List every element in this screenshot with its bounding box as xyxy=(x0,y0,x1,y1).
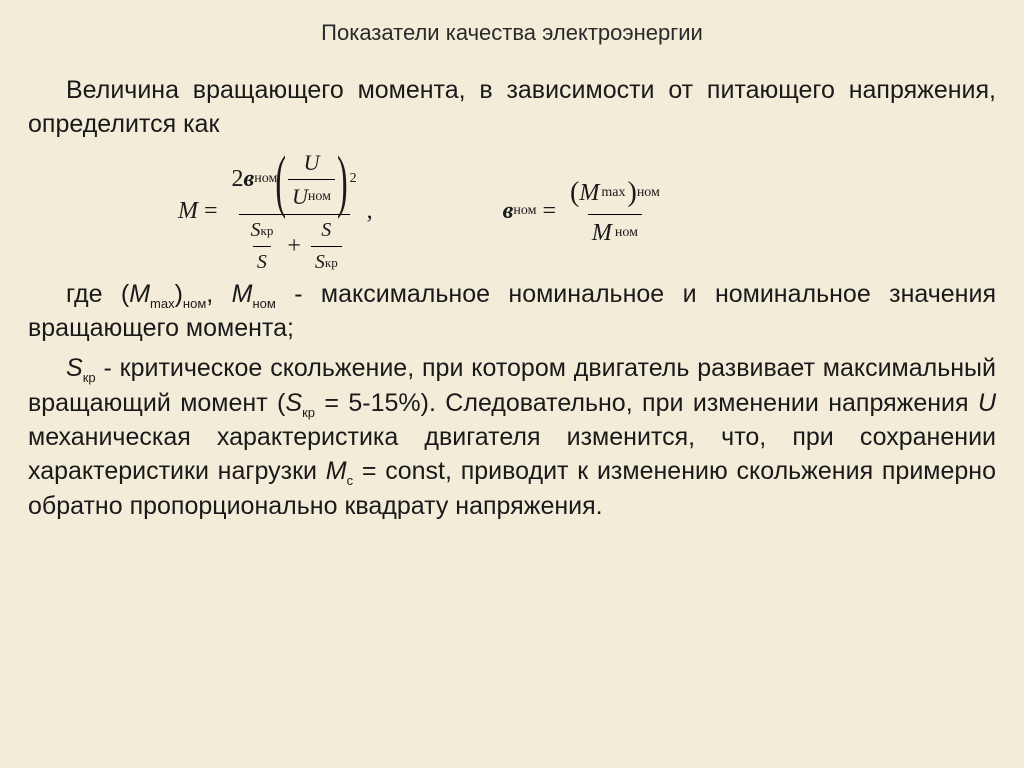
where-rest: - максимальное номинальное и номинальное… xyxy=(28,280,996,343)
skr-kr2: кр xyxy=(302,405,315,420)
frac-skr-s: S кр S xyxy=(247,217,278,276)
skr-Mc: M xyxy=(326,457,347,485)
denominator: S кр S + S S кр xyxy=(239,214,350,276)
sym-M: M xyxy=(178,195,198,227)
sub-nom-outer: ном xyxy=(637,184,660,203)
page-title: Показатели качества электроэнергии xyxy=(28,20,996,46)
skr-range: = 5-15%). Следовательно, при изменении н… xyxy=(315,389,978,417)
sym-M2: M xyxy=(579,177,599,209)
skr-U: U xyxy=(978,389,996,417)
sym-v2: в xyxy=(503,195,514,227)
sub-max: max xyxy=(601,184,625,203)
formula-main: M = 2 в ном ( U U ном xyxy=(178,148,373,276)
document-page: Показатели качества электроэнергии Велич… xyxy=(0,0,1024,768)
rpar2: ) xyxy=(627,174,636,212)
den-S1: S xyxy=(253,246,271,276)
const-2: 2 xyxy=(232,163,244,195)
body-content: Величина вращающего момента, в зависимос… xyxy=(28,74,996,529)
where-nom1: ном xyxy=(183,296,206,311)
where-paragraph: где (Mmax)ном, Mном - максимальное номин… xyxy=(28,278,996,346)
sym-S1: S xyxy=(251,217,261,244)
sub-nom-v2: ном xyxy=(513,202,536,221)
main-fraction: 2 в ном ( U U ном ) 2 xyxy=(228,148,361,276)
sub-nom-U: ном xyxy=(308,188,331,207)
den-mnom: M ном xyxy=(588,214,642,249)
formula-row: M = 2 в ном ( U U ном xyxy=(28,148,996,276)
num-skr: S кр xyxy=(247,217,278,246)
where-M2: M xyxy=(232,280,253,308)
den-Unom: U ном xyxy=(288,179,335,212)
where-M1: M xyxy=(129,280,150,308)
comma-after: , xyxy=(367,195,373,227)
num-S2: S xyxy=(317,217,335,246)
intro-paragraph: Величина вращающего момента, в зависимос… xyxy=(28,74,996,142)
where-rpar: ) xyxy=(175,280,183,308)
where-comma: , xyxy=(206,280,231,308)
frac-mmax-mnom: ( M max ) ном M ном xyxy=(566,174,664,249)
sym-v: в xyxy=(244,163,255,195)
lpar2: ( xyxy=(570,174,579,212)
where-max: max xyxy=(150,296,175,311)
eq-sign: = xyxy=(204,195,218,227)
inner-fraction-U: U U ном xyxy=(288,148,335,212)
sym-U-bot: U xyxy=(292,182,308,212)
sym-M3: M xyxy=(592,217,612,249)
sub-nom: ном xyxy=(254,170,277,189)
den-skr2: S кр xyxy=(311,246,342,276)
plus-sign: + xyxy=(287,230,301,262)
skr-paragraph: Sкр - критическое скольжение, при которо… xyxy=(28,352,996,523)
sub-nom-den: ном xyxy=(615,224,638,243)
frac-s-skr: S S кр xyxy=(311,217,342,276)
power-2: 2 xyxy=(350,170,357,189)
skr-S2: S xyxy=(285,389,302,417)
sub-kr1: кр xyxy=(261,222,274,240)
num-mmax-nom: ( M max ) ном xyxy=(566,174,664,214)
formula-vnom: в ном = ( M max ) ном M ном xyxy=(503,174,668,249)
sub-kr2: кр xyxy=(325,254,338,272)
numerator: 2 в ном ( U U ном ) 2 xyxy=(228,148,361,214)
sym-U-top: U xyxy=(300,148,324,180)
skr-kr: кр xyxy=(83,370,96,385)
sym-S2: S xyxy=(315,249,325,276)
skr-S: S xyxy=(66,354,83,382)
where-nom2: ном xyxy=(252,296,275,311)
eq-sign-2: = xyxy=(543,195,557,227)
where-prefix: где ( xyxy=(66,280,129,308)
